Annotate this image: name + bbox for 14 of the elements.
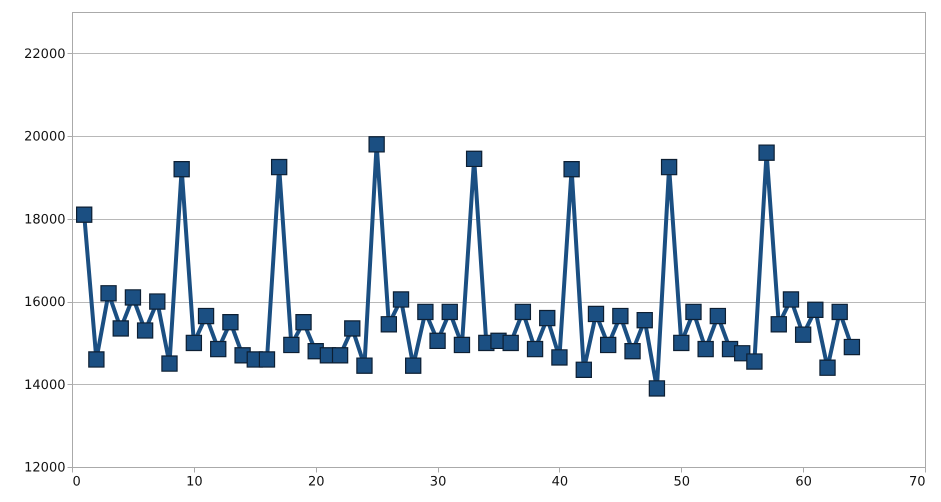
x-tick-label: 20 <box>308 474 324 490</box>
y-tick-label: 16000 <box>24 295 66 310</box>
x-tick-label: 0 <box>72 474 81 490</box>
x-tick-label: 30 <box>430 474 446 490</box>
y-tick-label: 14000 <box>24 378 66 393</box>
x-tick-label: 40 <box>552 474 568 490</box>
y-tick-label: 20000 <box>24 130 66 145</box>
x-tick-label: 50 <box>674 474 690 490</box>
x-tick-label: 60 <box>795 474 812 490</box>
y-tick-label: 22000 <box>24 46 66 62</box>
x-tick-label: 70 <box>908 474 926 490</box>
y-tick-label: 18000 <box>24 212 66 228</box>
y-tick-label: 12000 <box>24 460 66 476</box>
x-tick-label: 10 <box>186 474 203 490</box>
